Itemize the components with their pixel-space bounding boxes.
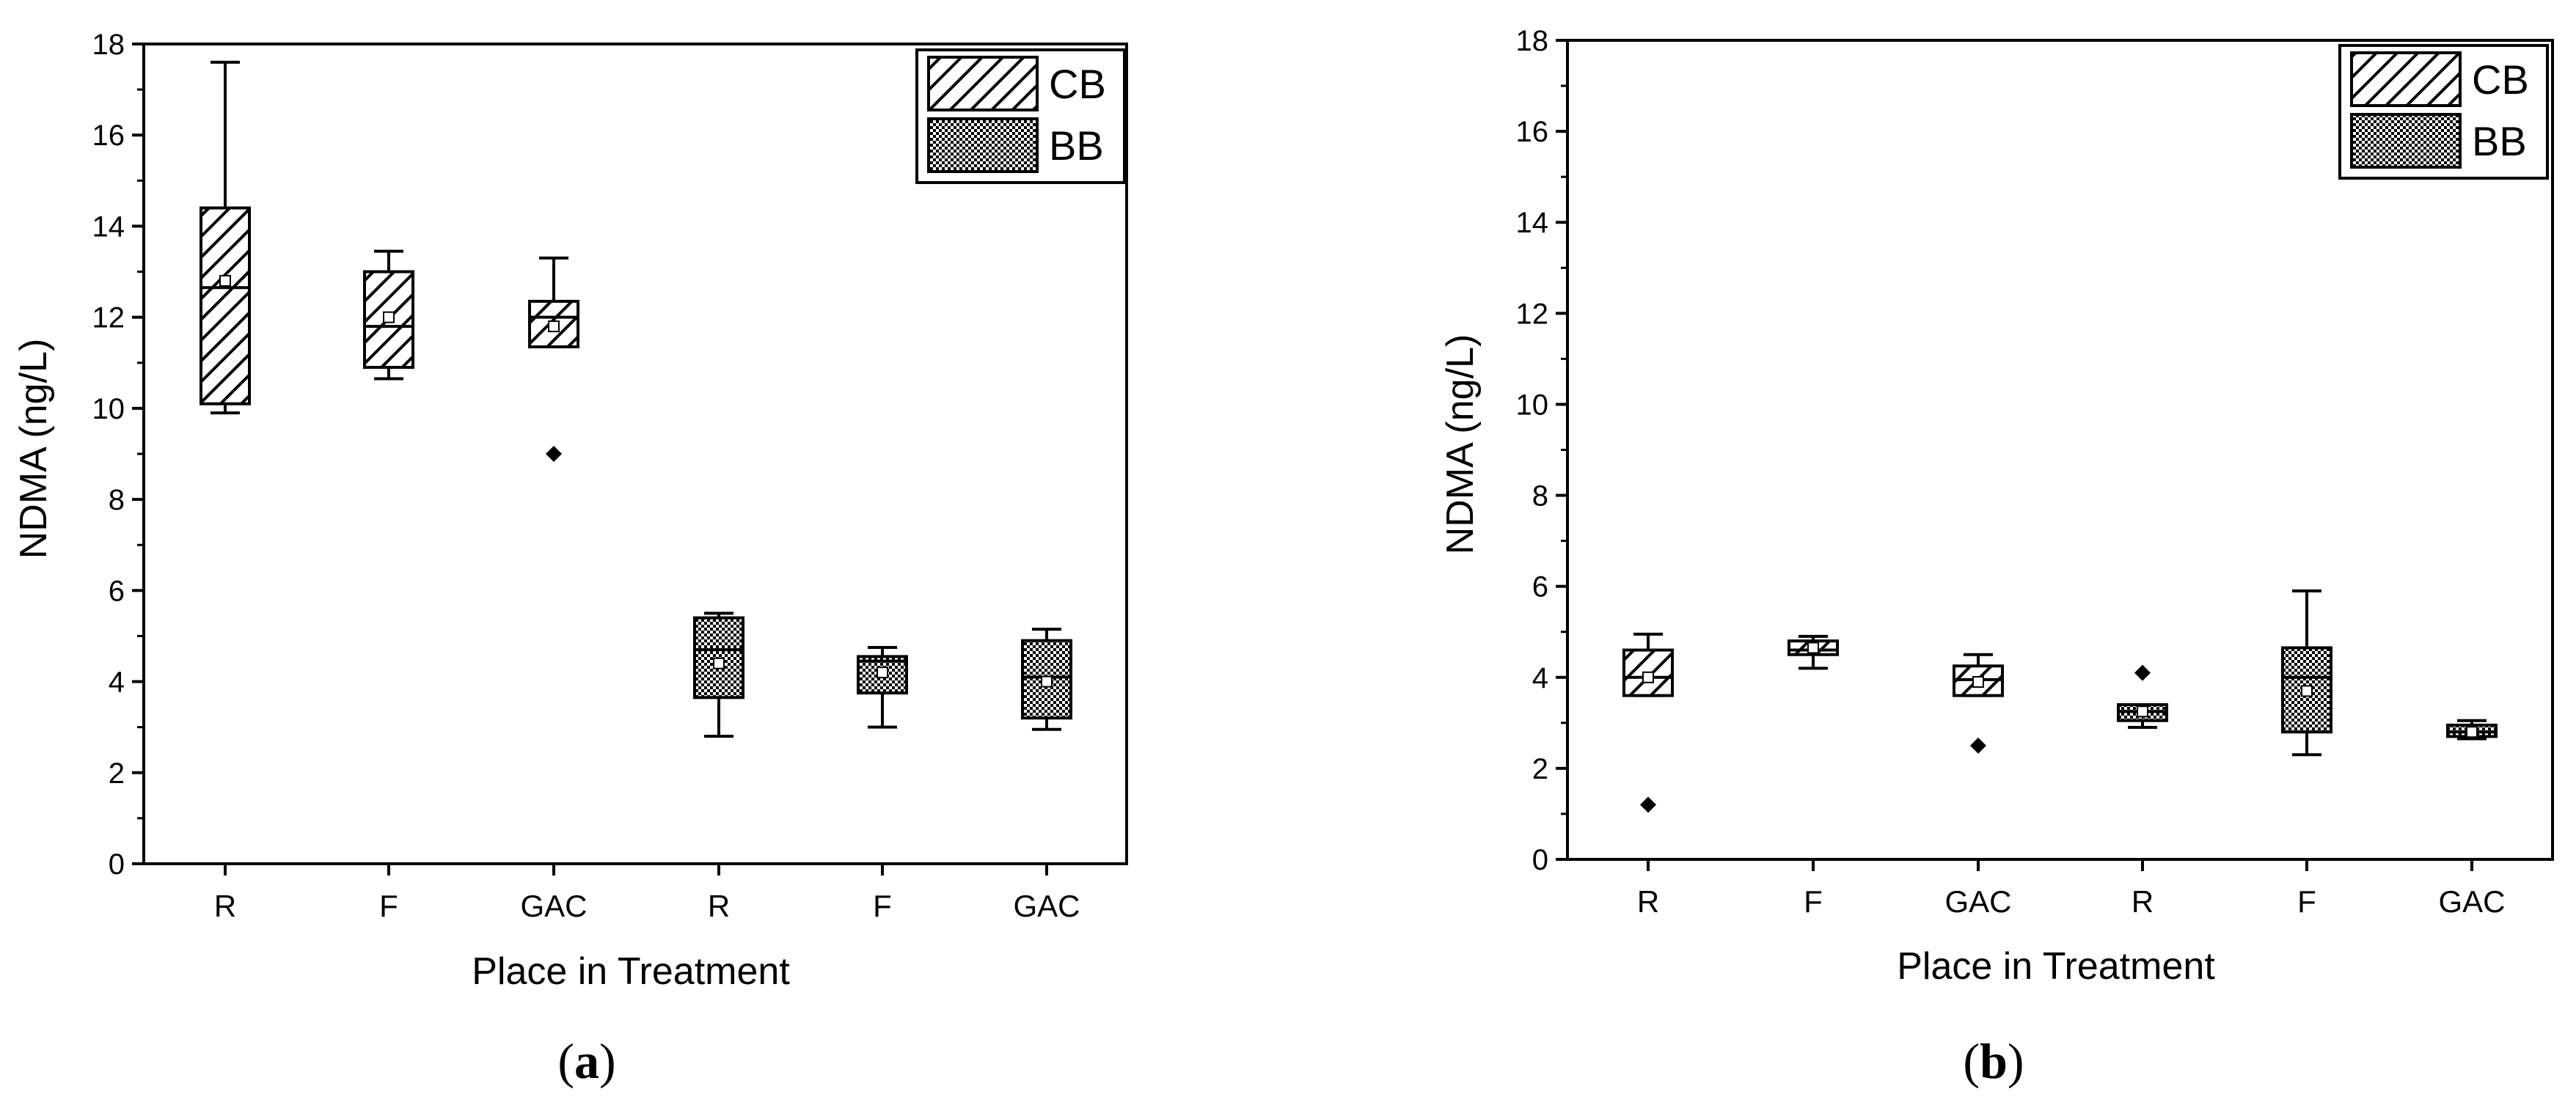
y-tick-label: 6 <box>1532 571 1548 603</box>
x-tick-label: F <box>2297 884 2316 919</box>
y-tick-label: 14 <box>92 210 125 243</box>
legend-swatch-bb <box>927 117 1039 173</box>
box-cb <box>200 206 251 405</box>
panel-caption-b: (b) <box>1963 1033 2024 1089</box>
mean-marker <box>219 274 231 287</box>
x-tick-label: R <box>708 889 730 923</box>
x-axis-title: Place in Treatment <box>1897 945 2215 988</box>
mean-marker <box>1972 675 1984 688</box>
legend-swatch-cb <box>927 56 1039 111</box>
outlier-point <box>1640 796 1656 813</box>
y-tick-label: 6 <box>109 575 125 607</box>
outlier-point <box>1970 737 1986 754</box>
mean-marker <box>2466 726 2478 738</box>
mean-marker <box>1642 671 1654 683</box>
y-tick-label: 16 <box>1516 116 1549 148</box>
outlier-point <box>2134 664 2151 681</box>
mean-marker <box>1807 642 1819 654</box>
y-tick-label: 4 <box>1532 662 1548 694</box>
legend-swatch-cb <box>2350 51 2462 107</box>
x-tick-label: F <box>873 889 892 923</box>
mean-marker <box>2137 705 2148 718</box>
mean-marker <box>548 320 560 333</box>
y-tick-label: 4 <box>109 667 125 699</box>
y-tick-label: 2 <box>1532 753 1548 785</box>
y-tick-label: 8 <box>109 484 125 516</box>
legend-label-bb: BB <box>2472 118 2527 164</box>
y-tick-label: 18 <box>1516 25 1549 57</box>
x-tick-label: R <box>2132 884 2154 919</box>
mean-marker <box>877 667 888 679</box>
x-tick-label: GAC <box>1013 889 1080 923</box>
outlier-point <box>546 446 562 462</box>
chart-panel-a: NDMA (ng/L) Place in Treatment (a) 0 2 4 6 8… <box>12 29 1128 1089</box>
y-tick-label: 12 <box>1516 298 1549 330</box>
y-tick-label: 18 <box>92 29 125 61</box>
x-tick-label: F <box>1804 884 1823 919</box>
legend: CB BB <box>915 48 1126 184</box>
y-tick-label: 10 <box>92 393 125 425</box>
legend-label-cb: CB <box>2472 56 2529 103</box>
x-axis-title: Place in Treatment <box>472 950 790 993</box>
y-tick-label: 16 <box>92 120 125 152</box>
mean-marker <box>1041 675 1053 688</box>
x-tick-label: GAC <box>520 889 587 923</box>
mean-marker <box>713 657 725 669</box>
mean-marker <box>2301 685 2313 697</box>
y-tick-label: 8 <box>1532 480 1548 513</box>
y-tick-label: 0 <box>109 848 125 881</box>
chart-panel-b: NDMA (ng/L) Place in Treatment (b) 0 2 4 6 8… <box>1439 25 2554 1089</box>
y-tick-label: 10 <box>1516 389 1549 421</box>
legend-label-bb: BB <box>1049 122 1104 169</box>
x-tick-label: F <box>379 889 398 923</box>
x-tick-label: GAC <box>1944 884 2011 919</box>
x-tick-label: GAC <box>2438 884 2505 919</box>
y-tick-label: 12 <box>92 302 125 334</box>
mean-marker <box>383 311 395 323</box>
y-tick-label: 2 <box>109 757 125 790</box>
legend-swatch-bb <box>2350 113 2462 169</box>
legend: CB BB <box>2338 44 2549 180</box>
y-axis-title: NDMA (ng/L) <box>12 339 55 559</box>
y-tick-label: 14 <box>1516 207 1549 239</box>
x-tick-label: R <box>214 889 236 923</box>
y-axis-title: NDMA (ng/L) <box>1439 334 1482 555</box>
y-tick-label: 0 <box>1532 844 1548 876</box>
panel-caption-a: (a) <box>557 1033 615 1089</box>
legend-label-cb: CB <box>1049 61 1106 107</box>
x-tick-label: R <box>1637 884 1659 919</box>
